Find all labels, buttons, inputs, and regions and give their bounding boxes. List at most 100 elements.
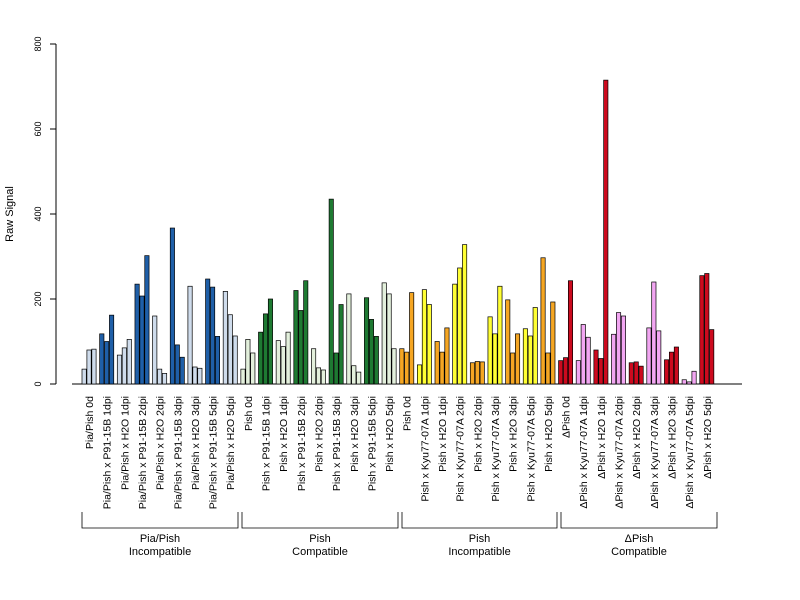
bar (250, 352, 256, 385)
group-label-type: Incompatible (129, 546, 191, 558)
x-tick-label: Pia/Pish x P91-15B 1dpi (102, 396, 114, 509)
bar (162, 373, 168, 385)
x-tick-label: Pia/Pish 0d (84, 396, 96, 449)
y-tick-label: 200 (33, 291, 43, 306)
bar (192, 366, 198, 385)
group-bracket (560, 512, 718, 529)
bar (169, 227, 175, 385)
bar (215, 336, 221, 385)
bar (709, 329, 715, 385)
bar (187, 285, 193, 385)
bar (258, 331, 264, 385)
bar (620, 315, 626, 385)
bar (656, 330, 662, 385)
x-tick-label: Pish x H2O 5dpi (543, 396, 555, 472)
bar (338, 304, 344, 385)
bar (346, 293, 352, 385)
bar (333, 352, 339, 385)
bar (404, 351, 410, 385)
x-tick-label: Pish x H2O 5dpi (384, 396, 396, 472)
x-tick-label: Pish x P91-15B 3dpi (331, 396, 343, 491)
group-label-name: Pia/Pish (140, 533, 180, 545)
bar (409, 292, 415, 385)
bar (240, 368, 246, 385)
bar (611, 333, 617, 385)
bar (457, 267, 463, 385)
x-tick-label: Pish x H2O 3dpi (349, 396, 361, 472)
x-tick-label: Pia/Pish x P91-15B 5dpi (208, 396, 220, 509)
bar (417, 364, 423, 385)
bar (646, 327, 652, 385)
bar (174, 344, 180, 385)
x-tick-label: Pish x P91-15B 1dpi (261, 396, 273, 491)
bar (275, 340, 281, 385)
bar (603, 79, 609, 385)
bar (139, 295, 145, 385)
bar (426, 304, 432, 385)
bar (439, 351, 445, 385)
bar (298, 310, 304, 385)
bar (104, 341, 110, 385)
group-bracket (241, 512, 399, 529)
group-label-name: Pish (469, 533, 490, 545)
bar (545, 352, 551, 385)
x-tick-label: ΔPish x Kyu77-07A 5dpi (684, 396, 696, 509)
y-tick-label: 800 (33, 36, 43, 51)
bar (91, 348, 97, 385)
bar (673, 346, 679, 385)
group-bracket (401, 512, 558, 529)
x-tick-label: ΔPish x Kyu77-07A 2dpi (614, 396, 626, 509)
bar (527, 335, 533, 385)
bar (81, 368, 87, 385)
bar (421, 289, 427, 385)
bar (616, 312, 622, 385)
bar (580, 324, 586, 385)
x-tick-label: Pish x H2O 3dpi (508, 396, 520, 472)
y-axis: 0 200 400 600 800 (33, 36, 57, 387)
x-tick-label: ΔPish x Kyu77-07A 3dpi (649, 396, 661, 509)
bar (664, 359, 670, 385)
x-tick-label: Pish x H2O 1dpi (437, 396, 449, 472)
bar (540, 257, 546, 385)
bar (598, 358, 604, 385)
bar (109, 314, 115, 385)
group-label-name: Pish (309, 533, 330, 545)
bar (699, 275, 705, 385)
bar (179, 356, 185, 385)
bar (157, 368, 163, 385)
x-tick-label: ΔPish 0d (561, 396, 573, 438)
bar (245, 339, 251, 385)
bar (563, 357, 569, 385)
bar (86, 349, 92, 385)
bar (479, 361, 485, 385)
bar (497, 285, 503, 385)
bar (575, 360, 581, 385)
bar (386, 293, 392, 385)
bar (373, 336, 379, 385)
bar (364, 297, 370, 385)
bar (704, 273, 710, 385)
group-label-type: Incompatible (448, 546, 510, 558)
bar (381, 282, 387, 385)
bar (152, 315, 158, 385)
bar (232, 335, 238, 385)
bar (633, 361, 639, 385)
bar (197, 367, 203, 385)
bar (227, 314, 233, 385)
y-tick-label: 400 (33, 206, 43, 221)
bar (474, 361, 480, 385)
group-label-type: Compatible (292, 546, 348, 558)
bar (144, 255, 150, 385)
x-tick-label: ΔPish x H2O 5dpi (702, 396, 714, 479)
bar (510, 352, 516, 385)
bars-layer (81, 79, 715, 385)
bar (462, 244, 468, 385)
x-tick-label: Pish x P91-15B 2dpi (296, 396, 308, 491)
x-tick-label: Pia/Pish x H2O 5dpi (225, 396, 237, 490)
x-tick-label: Pia/Pish x H2O 3dpi (190, 396, 202, 490)
bar (505, 299, 511, 385)
bar (210, 286, 216, 385)
y-tick-label: 600 (33, 121, 43, 136)
bar (628, 362, 634, 385)
